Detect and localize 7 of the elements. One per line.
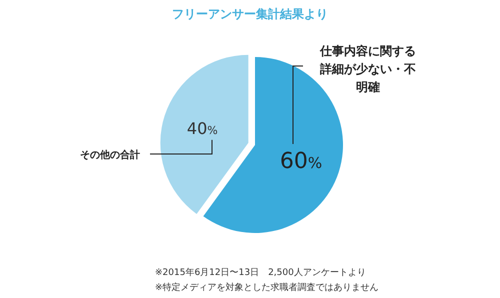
slice-label: その他の合計 xyxy=(80,149,140,161)
text: ※2015年6月12日〜13日 2,500人アンケートより xyxy=(155,267,366,278)
text: ※特定メディアを対象とした求職者調査ではありません xyxy=(155,282,379,293)
slice-label: 仕事内容に関する詳細が少ない・不明確 xyxy=(319,44,416,94)
data-label: 40% xyxy=(186,118,218,138)
data-label: 60% xyxy=(280,148,322,174)
chart-title: フリーアンサー集計結果より xyxy=(172,7,328,21)
